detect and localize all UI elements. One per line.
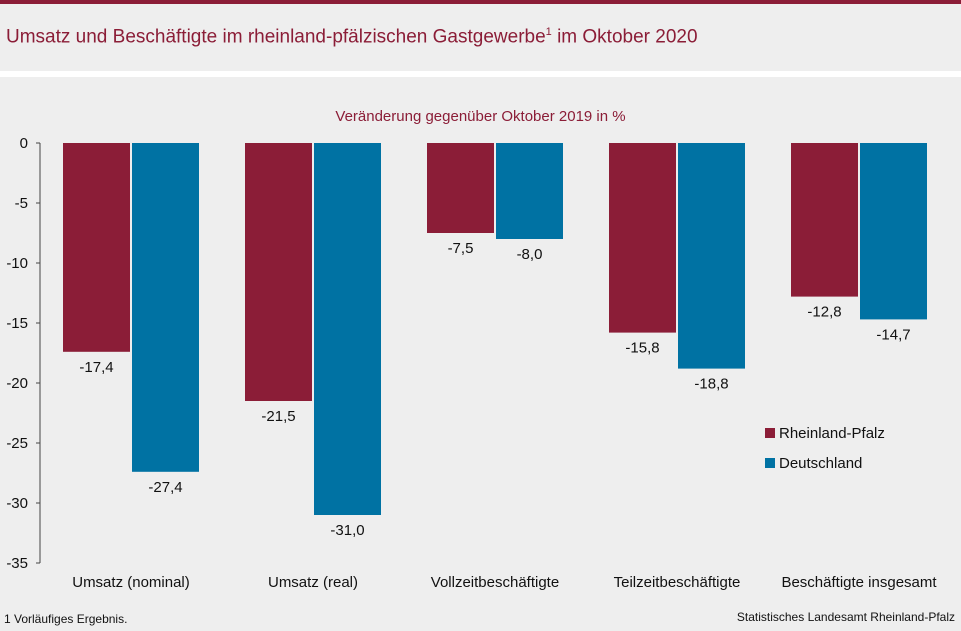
category-label: Teilzeitbeschäftigte [614,574,741,591]
bar [678,143,745,369]
legend-label-rheinland-pfalz: Rheinland-Pfalz [779,424,885,442]
y-tick-label: -10 [6,255,28,272]
bar [860,143,927,320]
y-tick-label: -35 [6,555,28,572]
page-title: Umsatz und Beschäftigte im rheinland-pfä… [6,26,698,48]
legend-swatch-deutschland [765,458,775,468]
bar [427,143,494,233]
title-suffix: im Oktober 2020 [551,26,698,48]
data-label: -7,5 [448,240,474,257]
y-tick-label: -30 [6,495,28,512]
legend-swatch-rheinland-pfalz [765,428,775,438]
y-tick-label: -20 [6,375,28,392]
category-label: Umsatz (nominal) [72,574,190,591]
category-label: Vollzeitbeschäftigte [431,574,559,591]
data-label: -31,0 [330,522,364,539]
top-accent-bar [0,0,961,4]
y-tick-label: -25 [6,435,28,452]
bar [314,143,381,515]
chart-subtitle: Veränderung gegenüber Oktober 2019 in % [335,108,626,125]
y-tick-label: -5 [15,195,28,212]
footnote: 1 Vorläufiges Ergebnis. [4,612,128,626]
bar-chart: 0 -5 -10 -15 -20 -25 -30 -35 -17,4 -27,4 Umsatz (n… [6,135,937,591]
bar [245,143,312,401]
y-tick-label: -15 [6,315,28,332]
data-label: -18,8 [694,376,728,393]
data-label: -12,8 [807,304,841,321]
data-label: -15,8 [625,340,659,357]
source-note: Statistisches Landesamt Rheinland-Pfalz [736,610,955,624]
y-tick-label: 0 [20,135,28,152]
bar [496,143,563,239]
category-label: Beschäftigte insgesamt [781,574,937,591]
title-footnote-mark: 1 [545,26,552,38]
title-text: Umsatz und Beschäftigte im rheinland-pfä… [6,26,546,48]
bar [63,143,130,352]
legend-item-rheinland-pfalz: Rheinland-Pfalz [765,422,885,444]
legend-label-deutschland: Deutschland [779,454,863,472]
data-label: -14,7 [876,326,910,343]
header-separator [0,71,961,77]
data-label: -27,4 [148,479,182,496]
bar [132,143,199,472]
data-label: -21,5 [261,408,295,425]
chart-legend: Rheinland-Pfalz Deutschland [765,422,885,482]
data-label: -17,4 [79,359,113,376]
category-label: Umsatz (real) [268,574,358,591]
data-label: -8,0 [517,246,543,263]
bar [609,143,676,333]
bar [791,143,858,297]
legend-item-deutschland: Deutschland [765,452,885,474]
